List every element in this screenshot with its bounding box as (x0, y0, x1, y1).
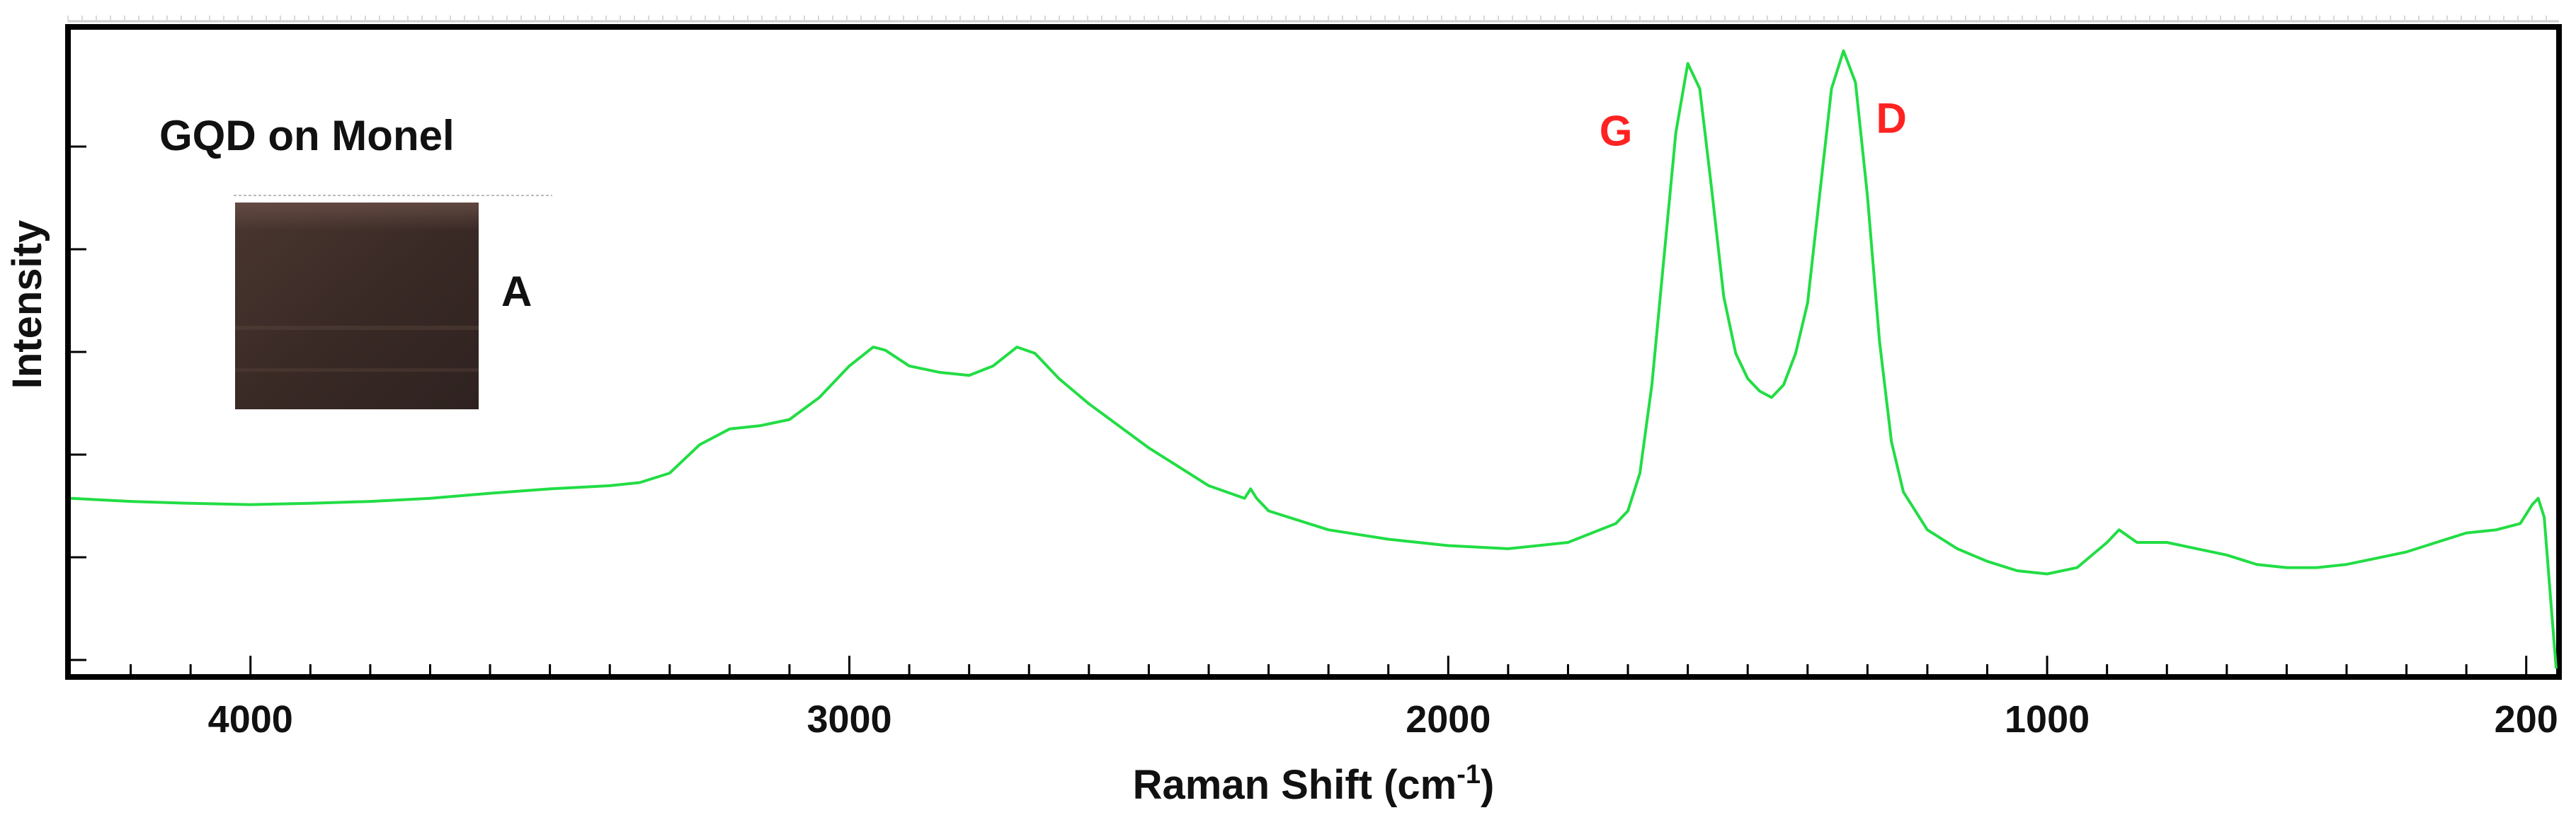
d-band-label: D (1876, 95, 1907, 142)
sample-photo (235, 203, 479, 409)
top-tick-strip (67, 16, 2559, 23)
x-tick-label: 4000 (208, 698, 293, 741)
y-axis-title: Intensity (4, 220, 50, 389)
x-tick-label: 2000 (1406, 698, 1491, 741)
x-tick-label: 3000 (807, 698, 891, 741)
g-band-label: G (1600, 107, 1633, 154)
x-axis-title-sup: -1 (1457, 760, 1481, 790)
sample-photo-highlight (235, 203, 479, 231)
x-axis-title-tail: ) (1481, 762, 1494, 808)
x-tick-label: 200 (2495, 698, 2558, 741)
inset-label-a: A (501, 268, 532, 315)
sample-photo-streak (235, 326, 479, 330)
raman-spectrum-line (70, 49, 2558, 669)
sample-photo-inset (234, 195, 552, 409)
inset-title: GQD on Monel (159, 112, 455, 159)
y-axis-ticks (71, 145, 86, 661)
x-axis-ticks (130, 656, 2528, 674)
plot-frame (65, 24, 2562, 680)
x-tick-label: 1000 (2005, 698, 2090, 741)
x-tick-labels: 4000 3000 2000 1000 200 (208, 698, 2558, 741)
sample-photo-streak (235, 368, 479, 372)
x-axis-title: Raman Shift (cm-1) (1133, 760, 1495, 808)
x-axis-title-main: Raman Shift (cm (1133, 762, 1457, 808)
